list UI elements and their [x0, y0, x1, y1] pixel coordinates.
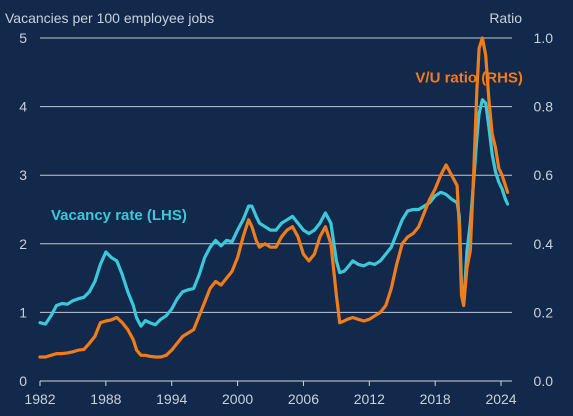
left-tick-label: 4 [19, 99, 27, 115]
series-label: V/U ratio (RHS) [415, 70, 523, 87]
gridlines [40, 37, 512, 382]
x-tick-label: 1982 [24, 391, 55, 407]
right-tick-label: 0.6 [534, 167, 554, 183]
x-tick-label: 2012 [354, 391, 385, 407]
right-tick-label: 0.4 [534, 236, 554, 252]
left-tick-label: 5 [19, 30, 27, 46]
right-tick-label: 1.0 [534, 30, 554, 46]
left-tick-label: 3 [19, 167, 27, 183]
x-tick-label: 2024 [485, 391, 516, 407]
x-tick-label: 2006 [288, 391, 319, 407]
left-tick-label: 1 [19, 304, 27, 320]
x-axis-ticks: 1982 1988 1994 2000 2006 2012 2018 2024 [24, 381, 517, 407]
right-axis-ticks: 0.0 0.2 0.4 0.6 0.8 1.0 [534, 30, 554, 389]
series-labels: V/U ratio (RHS) Vacancy rate (LHS) [51, 70, 523, 224]
right-tick-label: 0.8 [534, 99, 554, 115]
series-label: Vacancy rate (LHS) [51, 207, 187, 224]
x-tick-label: 2000 [222, 391, 253, 407]
left-axis-ticks: 0 1 2 3 4 5 [19, 30, 27, 389]
series-line-vu-ratio [38, 36, 510, 359]
right-axis-title: Ratio [489, 10, 522, 26]
left-axis-title: Vacancies per 100 employee jobs [5, 10, 214, 26]
x-tick-label: 1994 [156, 391, 187, 407]
x-tick-label: 2018 [420, 391, 451, 407]
left-tick-label: 0 [19, 373, 27, 389]
series-lines [38, 36, 510, 359]
right-tick-label: 0.2 [534, 304, 554, 320]
left-tick-label: 2 [19, 236, 27, 252]
right-tick-label: 0.0 [534, 373, 554, 389]
x-tick-label: 1988 [90, 391, 121, 407]
